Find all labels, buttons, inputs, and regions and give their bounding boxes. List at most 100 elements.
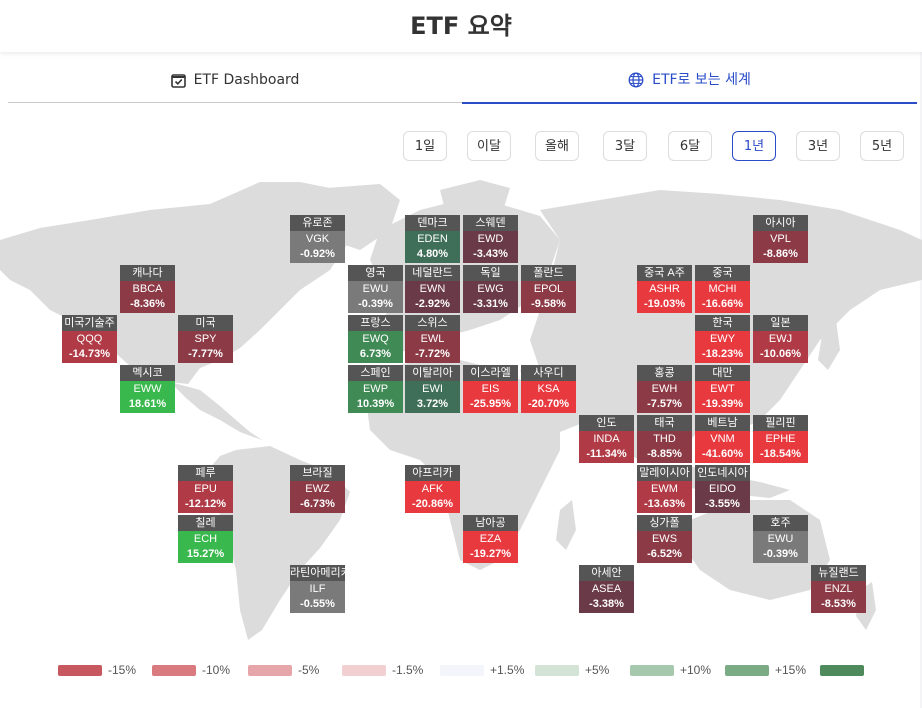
tile-change: -11.34% [579, 447, 634, 463]
tab-label: ETF로 보는 세계 [652, 72, 751, 88]
etf-tile[interactable]: 아세안 ASEA -3.38% [579, 565, 634, 613]
etf-tile[interactable]: 칠레 ECH 15.27% [178, 515, 233, 563]
tile-ticker: EDEN [405, 231, 460, 247]
etf-tile[interactable]: 베트남 VNM -41.60% [695, 415, 750, 463]
tile-country-label: 독일 [463, 265, 518, 281]
tile-ticker: VNM [695, 431, 750, 447]
tile-change: -8.53% [811, 597, 866, 613]
period-button[interactable]: 1일 [403, 131, 447, 161]
etf-tile[interactable]: 스웨덴 EWD -3.43% [463, 215, 518, 263]
etf-tile[interactable]: 폴란드 EPOL -9.58% [521, 265, 576, 313]
etf-tile[interactable]: 남아공 EZA -19.27% [463, 515, 518, 563]
tile-ticker: ECH [178, 531, 233, 547]
tile-country-label: 스위스 [405, 315, 460, 331]
tile-ticker: EWD [463, 231, 518, 247]
legend-label: +1.5% [490, 663, 525, 677]
legend-item: +5% [535, 662, 609, 678]
legend-item [820, 662, 870, 678]
etf-tile[interactable]: 말레이시아 EWM -13.63% [637, 465, 692, 513]
period-button[interactable]: 5년 [860, 131, 904, 161]
etf-tile[interactable]: 미국 SPY -7.77% [178, 315, 233, 363]
period-button[interactable]: 올해 [535, 131, 579, 161]
tile-country-label: 네덜란드 [405, 265, 460, 281]
period-button[interactable]: 3달 [603, 131, 647, 161]
legend-item: -1.5% [342, 662, 423, 678]
etf-tile[interactable]: 싱가폴 EWS -6.52% [637, 515, 692, 563]
etf-tile[interactable]: 스페인 EWP 10.39% [348, 365, 403, 413]
etf-tile[interactable]: 뉴질랜드 ENZL -8.53% [811, 565, 866, 613]
tile-change: -7.57% [637, 397, 692, 413]
tile-country-label: 베트남 [695, 415, 750, 431]
etf-tile[interactable]: 일본 EWJ -10.06% [753, 315, 808, 363]
etf-tile[interactable]: 미국기술주 QQQ -14.73% [62, 315, 117, 363]
etf-tile[interactable]: 태국 THD -8.85% [637, 415, 692, 463]
tile-country-label: 이탈리아 [405, 365, 460, 381]
etf-tile[interactable]: 브라질 EWZ -6.73% [290, 465, 345, 513]
etf-tile[interactable]: 중국 A주 ASHR -19.03% [637, 265, 692, 313]
tile-ticker: EPOL [521, 281, 576, 297]
etf-tile[interactable]: 중국 MCHI -16.66% [695, 265, 750, 313]
tile-country-label: 대만 [695, 365, 750, 381]
tile-country-label: 아시아 [753, 215, 808, 231]
etf-tile[interactable]: 이스라엘 EIS -25.95% [463, 365, 518, 413]
etf-tile[interactable]: 한국 EWY -18.23% [695, 315, 750, 363]
legend-swatch [342, 664, 386, 676]
etf-tile[interactable]: 멕시코 EWW 18.61% [120, 365, 175, 413]
etf-tile[interactable]: 사우디 KSA -20.70% [521, 365, 576, 413]
etf-tile[interactable]: 라틴아메리카 ILF -0.55% [290, 565, 345, 613]
etf-tile[interactable]: 유로존 VGK -0.92% [290, 215, 345, 263]
legend-label: -1.5% [392, 663, 424, 677]
etf-tile[interactable]: 덴마크 EDEN 4.80% [405, 215, 460, 263]
tile-country-label: 사우디 [521, 365, 576, 381]
period-button[interactable]: 이달 [467, 131, 511, 161]
etf-tile[interactable]: 아시아 VPL -8.86% [753, 215, 808, 263]
legend-swatch [535, 664, 579, 676]
legend-label: +5% [585, 663, 610, 677]
etf-tile[interactable]: 호주 EWU -0.39% [753, 515, 808, 563]
etf-tile[interactable]: 아프리카 AFK -20.86% [405, 465, 460, 513]
tile-country-label: 중국 [695, 265, 750, 281]
tile-country-label: 폴란드 [521, 265, 576, 281]
legend-item: -5% [248, 662, 319, 678]
tile-ticker: BBCA [120, 281, 175, 297]
tab-etf-dashboard[interactable]: ETF Dashboard [8, 58, 462, 103]
tile-change: -8.36% [120, 297, 175, 313]
etf-tile[interactable]: 프랑스 EWQ 6.73% [348, 315, 403, 363]
etf-tile[interactable]: 영국 EWU -0.39% [348, 265, 403, 313]
etf-tile[interactable]: 독일 EWG -3.31% [463, 265, 518, 313]
tile-country-label: 인도 [579, 415, 634, 431]
legend-swatch [725, 664, 769, 676]
etf-tile[interactable]: 대만 EWT -19.39% [695, 365, 750, 413]
tile-change: -8.86% [753, 247, 808, 263]
tile-country-label: 남아공 [463, 515, 518, 531]
legend-label: -5% [298, 663, 320, 677]
tile-country-label: 아세안 [579, 565, 634, 581]
globe-icon [628, 72, 644, 88]
etf-tile[interactable]: 이탈리아 EWI 3.72% [405, 365, 460, 413]
etf-tile[interactable]: 네덜란드 EWN -2.92% [405, 265, 460, 313]
period-button[interactable]: 6달 [668, 131, 712, 161]
period-button[interactable]: 3년 [796, 131, 840, 161]
tile-ticker: ASHR [637, 281, 692, 297]
etf-tile[interactable]: 홍콩 EWH -7.57% [637, 365, 692, 413]
tile-ticker: ILF [290, 581, 345, 597]
legend-item: +1.5% [440, 662, 524, 678]
tile-ticker: EWW [120, 381, 175, 397]
tile-ticker: EWZ [290, 481, 345, 497]
tile-change: 10.39% [348, 397, 403, 413]
tile-country-label: 아프리카 [405, 465, 460, 481]
period-button[interactable]: 1년 [732, 131, 776, 161]
tile-change: -3.43% [463, 247, 518, 263]
etf-tile[interactable]: 인도네시아 EIDO -3.55% [695, 465, 750, 513]
tile-change: -20.86% [405, 497, 460, 513]
tab-etf-world[interactable]: ETF로 보는 세계 [462, 58, 917, 104]
etf-tile[interactable]: 필리핀 EPHE -18.54% [753, 415, 808, 463]
legend-item: -10% [152, 662, 230, 678]
etf-tile[interactable]: 인도 INDA -11.34% [579, 415, 634, 463]
tile-ticker: THD [637, 431, 692, 447]
tile-ticker: MCHI [695, 281, 750, 297]
etf-tile[interactable]: 페루 EPU -12.12% [178, 465, 233, 513]
etf-tile[interactable]: 캐나다 BBCA -8.36% [120, 265, 175, 313]
tile-country-label: 멕시코 [120, 365, 175, 381]
etf-tile[interactable]: 스위스 EWL -7.72% [405, 315, 460, 363]
